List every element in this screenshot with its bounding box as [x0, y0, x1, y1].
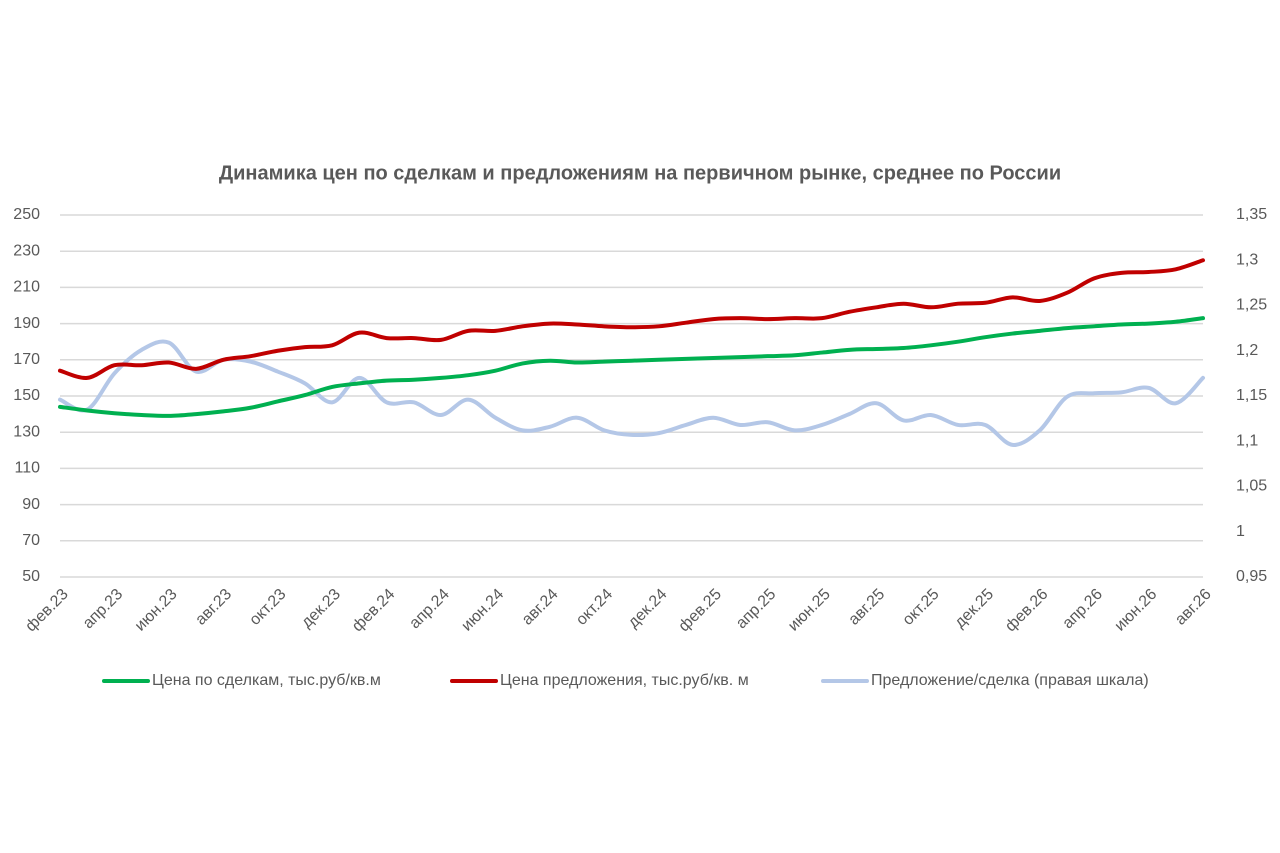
- x-tick-label: окт.25: [900, 586, 943, 629]
- x-tick-label: дек.25: [951, 586, 997, 632]
- x-tick-label: авг.24: [519, 586, 562, 629]
- y2-tick-label: 1,3: [1236, 251, 1258, 268]
- x-tick-label: авг.23: [192, 586, 235, 629]
- x-tick-label: авг.26: [1172, 586, 1215, 629]
- series-line: [58, 258, 1205, 380]
- series-line: [58, 316, 1205, 418]
- y2-tick-label: 1,2: [1236, 342, 1258, 359]
- y2-tick-label: 1,35: [1236, 206, 1267, 223]
- series-line: [58, 339, 1205, 447]
- x-tick-label: дек.24: [625, 586, 671, 632]
- y2-tick-label: 1: [1236, 523, 1245, 540]
- chart-title: Динамика цен по сделкам и предложениям н…: [219, 162, 1061, 184]
- x-tick-label: фев.26: [1002, 586, 1051, 635]
- y-tick-label: 130: [13, 423, 40, 440]
- y-tick-label: 190: [13, 315, 40, 332]
- y-tick-label: 230: [13, 242, 40, 259]
- y-tick-label: 170: [13, 351, 40, 368]
- x-tick-label: фев.25: [676, 586, 725, 635]
- y-tick-label: 150: [13, 387, 40, 404]
- y2-tick-label: 0,95: [1236, 568, 1267, 585]
- x-tick-label: апр.25: [733, 586, 780, 633]
- x-tick-label: апр.24: [406, 586, 453, 633]
- y2-tick-label: 1,15: [1236, 387, 1267, 404]
- y-tick-label: 70: [22, 532, 40, 549]
- x-tick-label: июн.24: [458, 586, 507, 635]
- y2-tick-label: 1,05: [1236, 478, 1267, 495]
- x-tick-label: июн.26: [1112, 586, 1161, 635]
- x-tick-label: июн.25: [785, 586, 834, 635]
- x-tick-label: авг.25: [845, 586, 888, 629]
- x-tick-label: фев.23: [22, 586, 71, 635]
- x-tick-label: окт.24: [573, 586, 616, 629]
- y-tick-label: 110: [14, 460, 40, 477]
- x-tick-label: окт.23: [246, 586, 289, 629]
- x-tick-label: дек.23: [298, 586, 344, 632]
- legend-label: Цена предложения, тыс.руб/кв. м: [500, 672, 749, 689]
- x-tick-label: фев.24: [349, 586, 398, 635]
- x-tick-label: апр.23: [80, 586, 127, 633]
- y-tick-label: 50: [22, 568, 40, 585]
- y2-tick-label: 1,25: [1236, 297, 1267, 314]
- y2-tick-label: 1,1: [1236, 432, 1258, 449]
- x-tick-label: июн.23: [132, 586, 181, 635]
- y-tick-label: 250: [13, 206, 40, 223]
- y-tick-label: 210: [13, 279, 40, 296]
- legend-label: Цена по сделкам, тыс.руб/кв.м: [152, 672, 381, 689]
- legend-label: Предложение/сделка (правая шкала): [871, 672, 1149, 689]
- y-tick-label: 90: [22, 496, 40, 513]
- x-tick-label: апр.26: [1059, 586, 1106, 633]
